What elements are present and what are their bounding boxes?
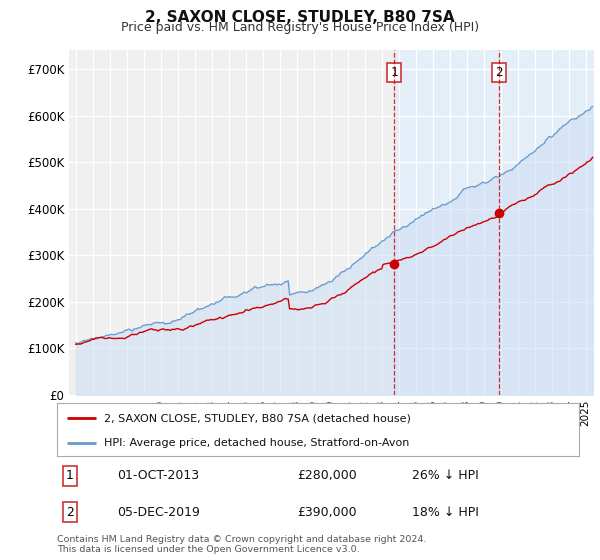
Text: 1: 1 [391, 66, 398, 79]
Text: 26% ↓ HPI: 26% ↓ HPI [412, 469, 479, 482]
Text: 2, SAXON CLOSE, STUDLEY, B80 7SA: 2, SAXON CLOSE, STUDLEY, B80 7SA [145, 10, 455, 25]
Text: 01-OCT-2013: 01-OCT-2013 [117, 469, 199, 482]
Text: 2, SAXON CLOSE, STUDLEY, B80 7SA (detached house): 2, SAXON CLOSE, STUDLEY, B80 7SA (detach… [104, 413, 411, 423]
Text: 2: 2 [66, 506, 74, 519]
Text: £280,000: £280,000 [297, 469, 357, 482]
Text: 18% ↓ HPI: 18% ↓ HPI [412, 506, 479, 519]
Text: £390,000: £390,000 [297, 506, 357, 519]
Bar [394, 50, 594, 395]
Text: Price paid vs. HM Land Registry's House Price Index (HPI): Price paid vs. HM Land Registry's House … [121, 21, 479, 34]
Text: 1: 1 [66, 469, 74, 482]
Text: Contains HM Land Registry data © Crown copyright and database right 2024.
This d: Contains HM Land Registry data © Crown c… [57, 535, 427, 554]
Text: 2: 2 [496, 66, 503, 79]
Text: 05-DEC-2019: 05-DEC-2019 [117, 506, 200, 519]
Text: HPI: Average price, detached house, Stratford-on-Avon: HPI: Average price, detached house, Stra… [104, 438, 409, 448]
